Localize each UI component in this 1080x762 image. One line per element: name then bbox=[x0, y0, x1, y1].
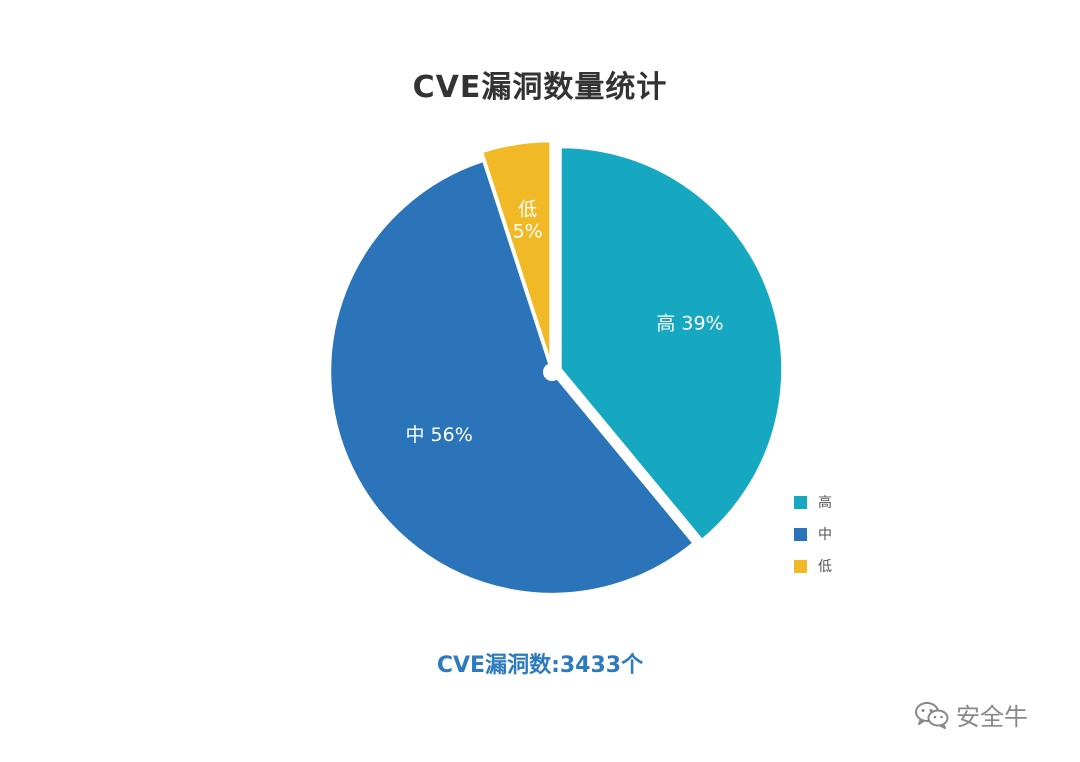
slice-label-high: 高 39% bbox=[656, 312, 723, 334]
pie-slice-high[interactable] bbox=[559, 145, 784, 542]
pie-slice-medium[interactable] bbox=[328, 159, 695, 596]
chart-title: CVE漏洞数量统计 bbox=[412, 70, 668, 105]
legend-swatch-low bbox=[794, 559, 807, 573]
cve-total-caption: CVE漏洞数:3433个 bbox=[436, 653, 644, 678]
slice-label-medium: 中 56% bbox=[406, 424, 473, 446]
legend-item-high[interactable]: 高 bbox=[794, 486, 832, 518]
legend-label-medium: 中 bbox=[818, 527, 832, 543]
legend-swatch-high bbox=[794, 495, 807, 509]
legend-swatch-medium bbox=[794, 527, 807, 541]
legend-label-high: 高 bbox=[818, 495, 832, 511]
legend-label-low: 低 bbox=[818, 559, 832, 575]
wechat-icon bbox=[915, 701, 949, 729]
pie-center-dot bbox=[543, 363, 561, 381]
watermark-text: 安全牛 bbox=[956, 703, 1028, 731]
pie-slice-low[interactable] bbox=[480, 139, 552, 365]
legend-item-low[interactable]: 低 bbox=[794, 550, 832, 582]
watermark: 安全牛 bbox=[914, 697, 1028, 732]
legend-item-medium[interactable]: 中 bbox=[794, 518, 832, 550]
slice-label-low: 低 5% bbox=[513, 198, 543, 242]
chart-legend: 高 中 低 bbox=[794, 486, 832, 582]
